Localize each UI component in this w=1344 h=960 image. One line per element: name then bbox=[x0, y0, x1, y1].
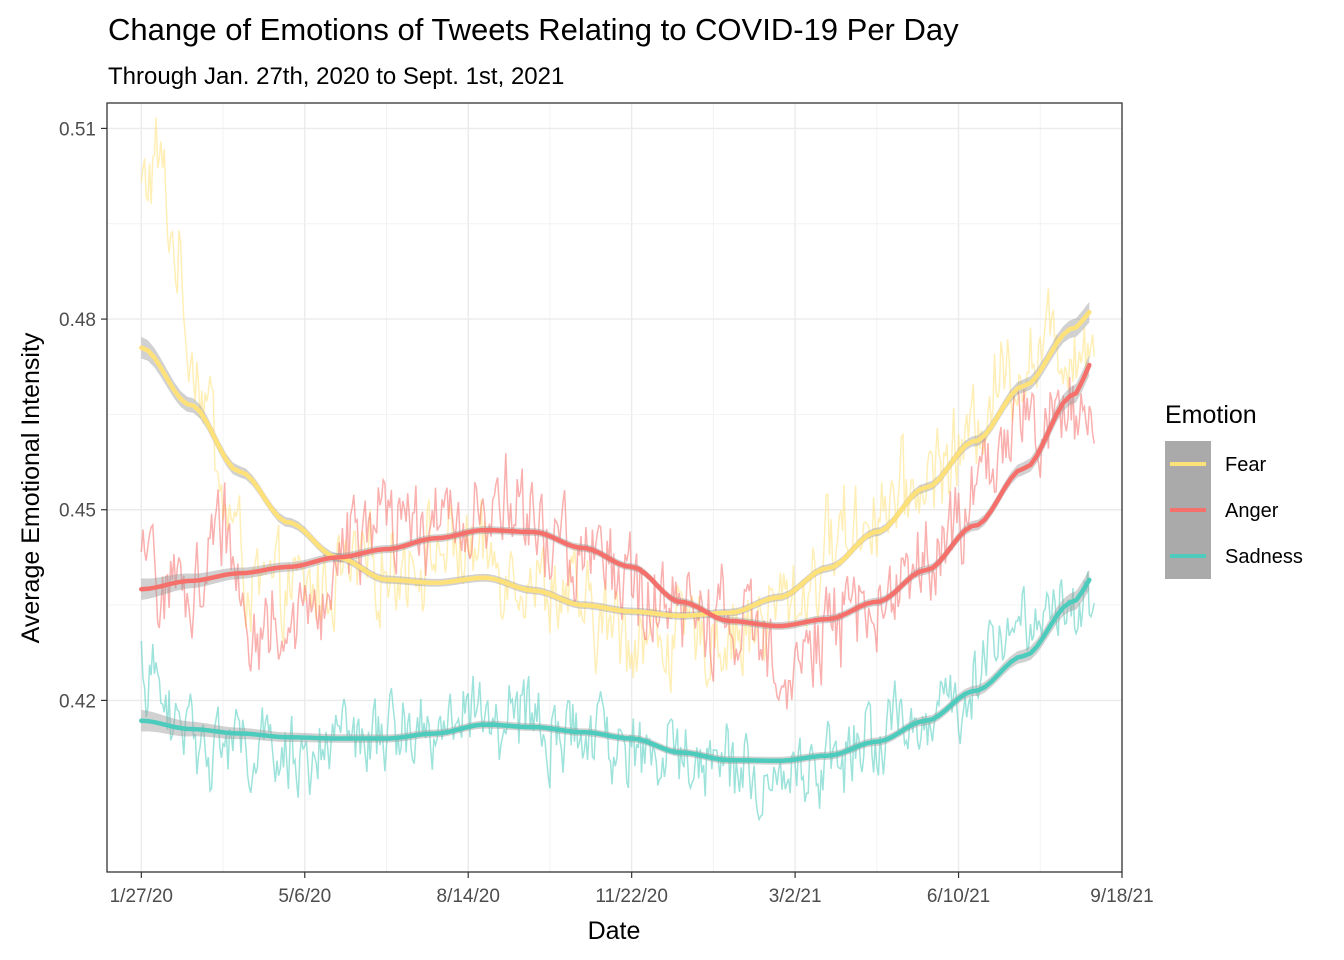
plot-border bbox=[106, 102, 1123, 873]
fear-daily-line bbox=[140, 117, 1095, 693]
x-tick-label: 1/27/20 bbox=[110, 886, 173, 907]
anger-smooth-line bbox=[139, 362, 1092, 629]
plot-panel bbox=[107, 103, 1122, 872]
x-axis-title: Date bbox=[588, 917, 641, 945]
sadness-legend-label: Sadness bbox=[1225, 546, 1303, 568]
x-tick-label: 11/22/20 bbox=[595, 886, 668, 907]
y-tick-label: 0.42 bbox=[59, 691, 96, 712]
sadness-smooth-line bbox=[139, 577, 1092, 764]
smooth-lines bbox=[139, 309, 1092, 764]
x-tick-label: 9/18/21 bbox=[1090, 886, 1153, 907]
plot-area bbox=[106, 102, 1123, 873]
x-tick-label: 8/14/20 bbox=[437, 886, 500, 907]
legend: Emotion Fear Anger Sadness bbox=[1165, 401, 1303, 579]
y-tick-label: 0.45 bbox=[59, 501, 96, 522]
y-axis: 0.42 0.45 0.48 0.51 bbox=[59, 119, 107, 712]
x-axis: 1/27/20 5/6/20 8/14/20 11/22/20 3/2/21 6/10/2… bbox=[110, 872, 1154, 907]
chart-title: Change of Emotions of Tweets Relating to… bbox=[108, 12, 959, 47]
fear-legend-label: Fear bbox=[1225, 454, 1266, 476]
y-tick-label: 0.51 bbox=[59, 119, 96, 140]
legend-title: Emotion bbox=[1165, 401, 1257, 429]
x-tick-label: 6/10/21 bbox=[927, 886, 990, 907]
y-tick-label: 0.48 bbox=[59, 310, 96, 331]
y-axis-title: Average Emotional Intensity bbox=[17, 332, 45, 643]
x-tick-label: 5/6/20 bbox=[278, 886, 331, 907]
anger-daily-line bbox=[140, 377, 1095, 710]
chart-subtitle: Through Jan. 27th, 2020 to Sept. 1st, 20… bbox=[108, 63, 564, 90]
x-tick-label: 3/2/21 bbox=[769, 886, 822, 907]
anger-legend-label: Anger bbox=[1225, 500, 1279, 522]
fear-smooth-line bbox=[139, 309, 1092, 619]
